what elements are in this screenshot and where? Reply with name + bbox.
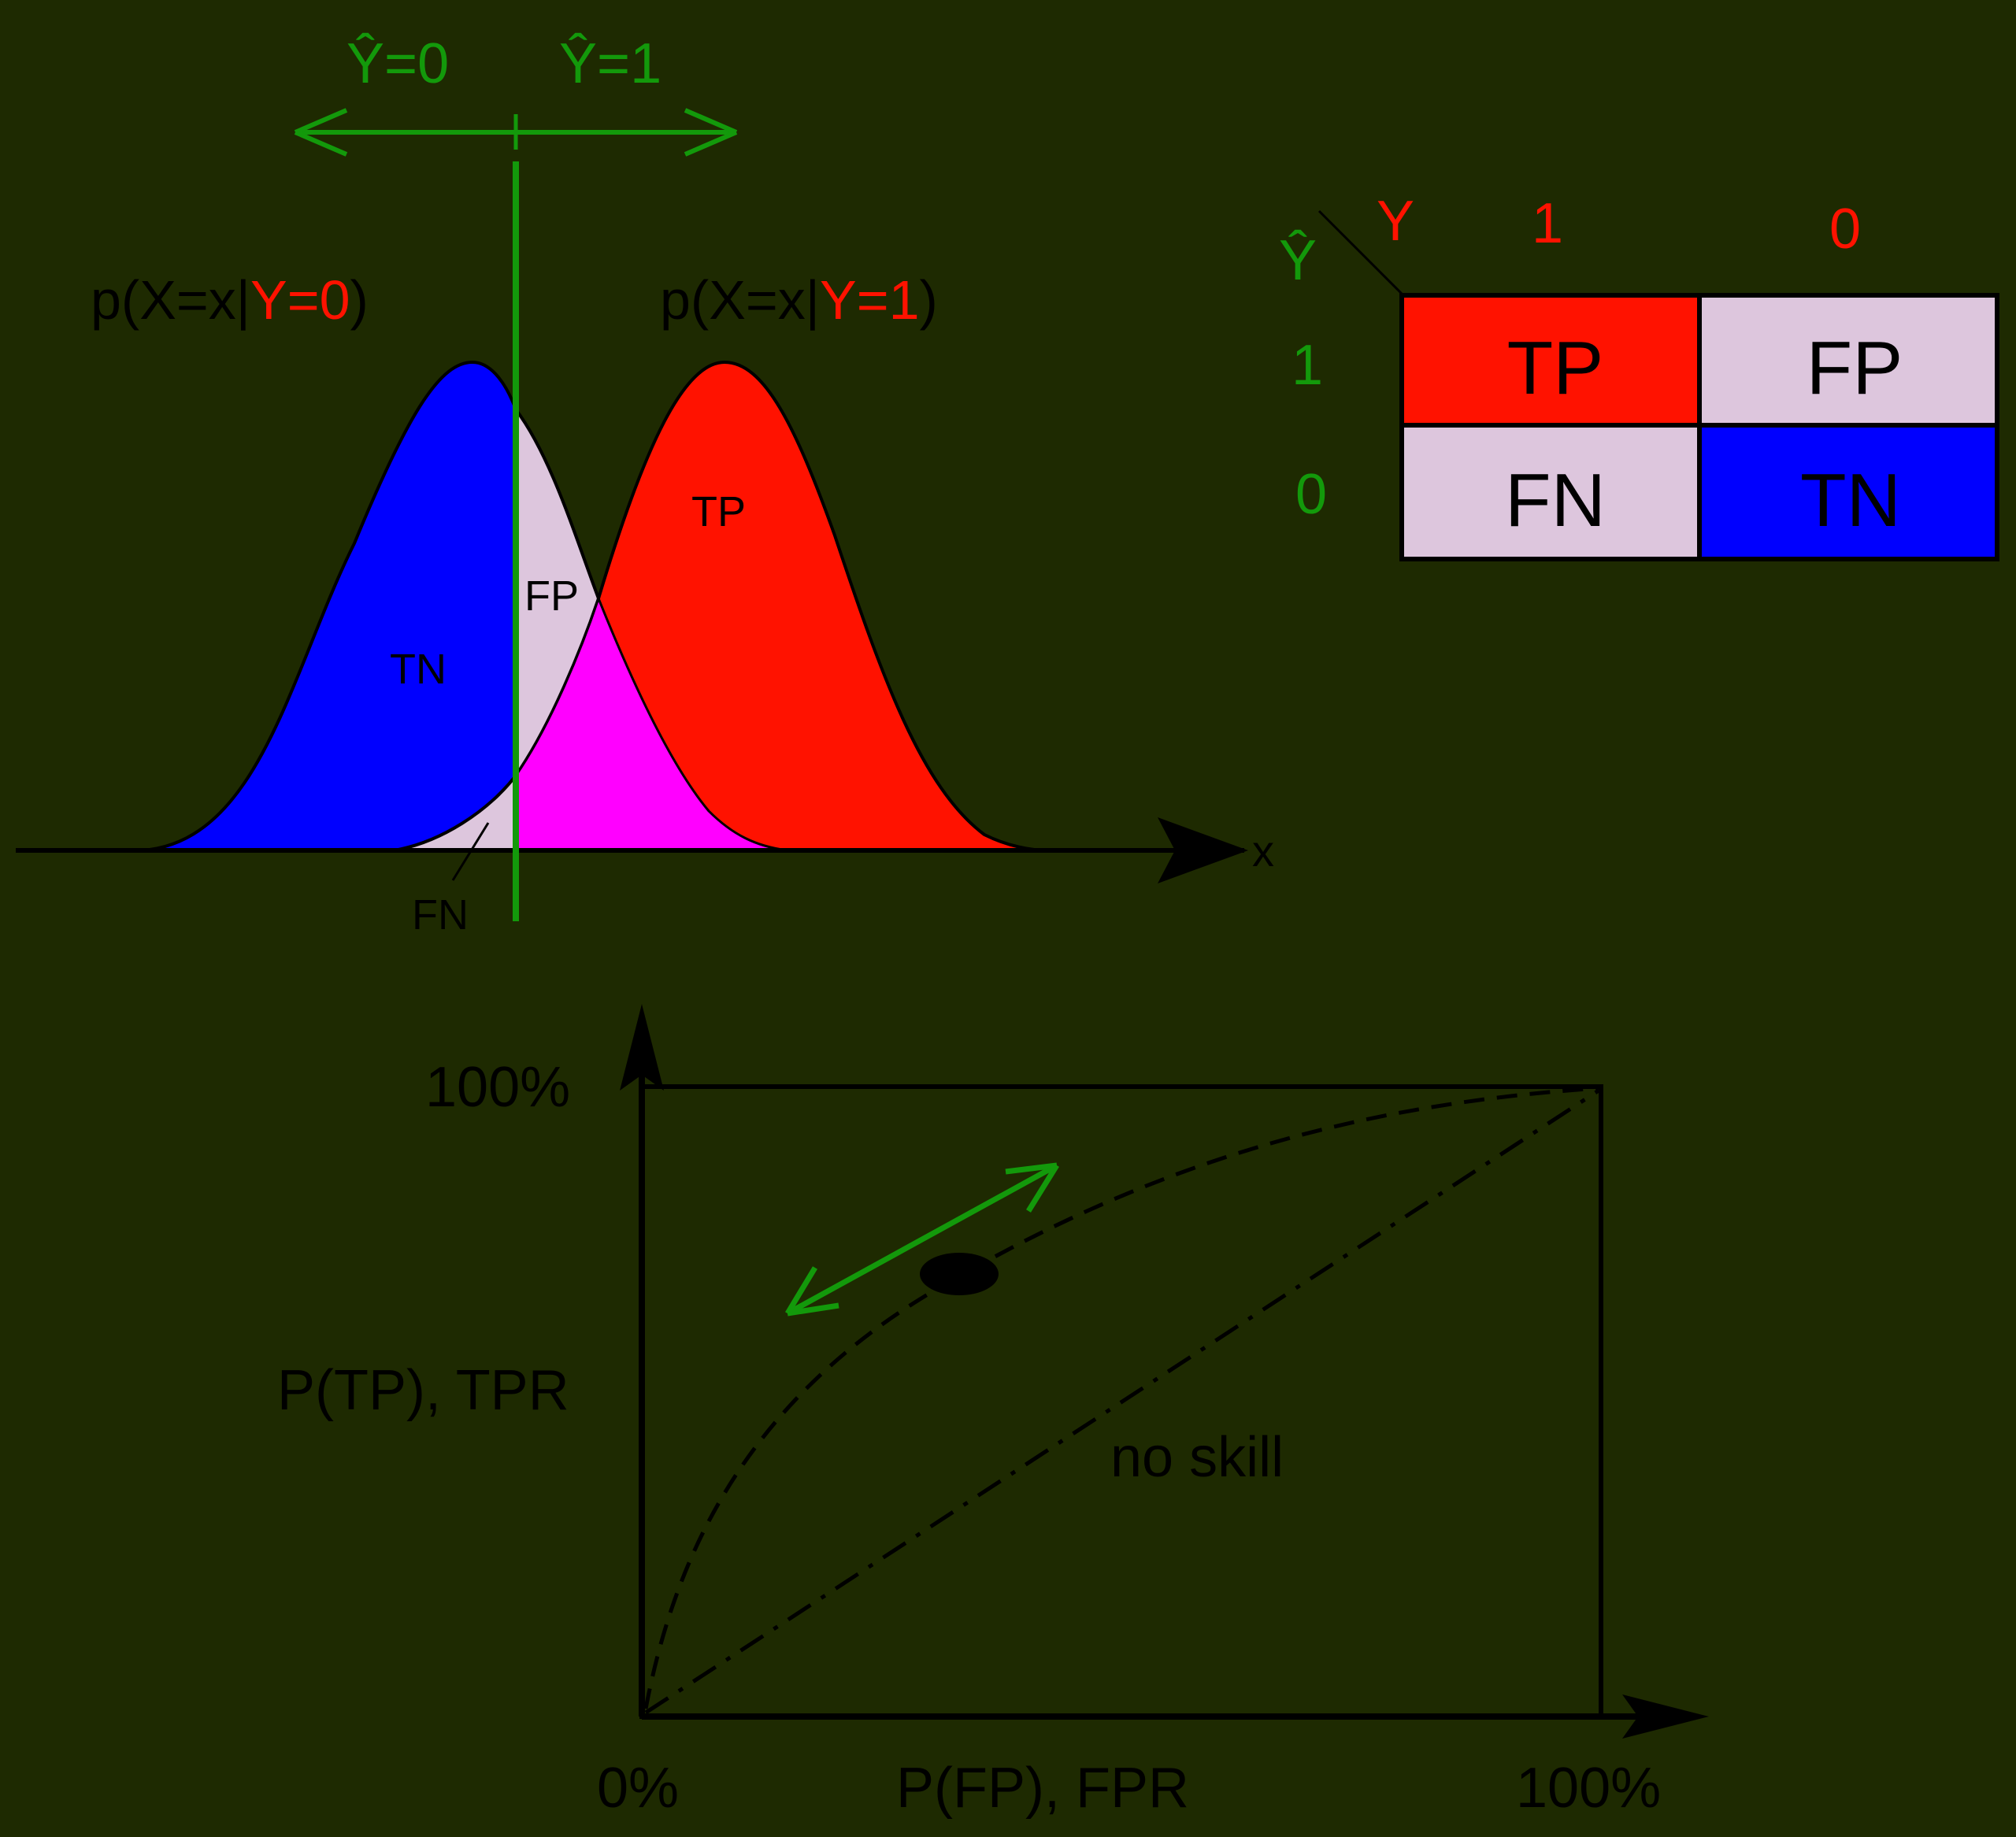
x-axis-arrowhead — [1158, 817, 1248, 883]
class1-label-suffix: ) — [920, 269, 938, 331]
threshold-arrowhead-left — [294, 108, 348, 157]
x-axis-label: x — [1252, 826, 1274, 876]
roc-plot: 100% P(TP), TPR no skill 0% P(FP), FPR 1… — [277, 1004, 1709, 1820]
tn-region-label: TN — [390, 646, 447, 693]
cell-fn-label: FN — [1505, 458, 1606, 543]
no-skill-line — [644, 1088, 1600, 1715]
actual-value-1: 1 — [1532, 192, 1563, 255]
cell-tn-label: TN — [1800, 458, 1901, 543]
threshold-arrowhead-right — [684, 108, 738, 157]
cell-tp — [1399, 293, 1702, 428]
matrix-header-diagonal — [1317, 209, 1405, 297]
class1-distribution-label: p(X=x|Y=1) — [660, 269, 938, 331]
predicted-class-header: Ŷ — [1279, 229, 1317, 292]
roc-y-axis-arrowhead — [620, 1004, 664, 1091]
fp-region-label: FP — [524, 572, 579, 620]
fn-region-label: FN — [412, 891, 469, 939]
distribution-panel: x Ŷ=0 Ŷ=1 p(X=x|Y=0) p(X=x|Y=1) TP FP TN… — [16, 32, 1274, 939]
class0-label-prefix: p(X=x| — [91, 269, 250, 331]
actual-value-0: 0 — [1829, 198, 1861, 261]
roc-y-max-label: 100% — [425, 1056, 570, 1119]
class1-label-prefix: p(X=x| — [660, 269, 820, 331]
tn-region — [141, 360, 517, 852]
tp-region-label: TP — [691, 488, 746, 535]
no-skill-label: no skill — [1110, 1426, 1284, 1489]
overlap-region — [514, 594, 788, 852]
predicted-value-0: 0 — [1295, 463, 1327, 526]
roc-x-axis-label: P(FP), FPR — [896, 1757, 1189, 1820]
operating-point — [920, 1253, 999, 1295]
predicted-negative-label: Ŷ=0 — [346, 32, 449, 95]
confusion-matrix: Y Ŷ 1 0 1 0 TP FP FN TN — [1279, 190, 1999, 561]
roc-x-min-label: 0% — [597, 1757, 679, 1820]
cell-tp-label: TP — [1507, 326, 1604, 410]
actual-class-header: Y — [1377, 190, 1414, 253]
class1-label-condition: Y=1 — [820, 269, 920, 331]
cell-tn — [1697, 423, 1999, 561]
cell-fn — [1399, 423, 1702, 561]
roc-curve — [643, 1086, 1599, 1709]
operating-point-arrowhead-up — [1005, 1162, 1059, 1213]
cell-fp — [1697, 293, 1999, 428]
roc-y-axis-label: P(TP), TPR — [277, 1359, 569, 1422]
operating-point-direction-arrow — [786, 1162, 1058, 1317]
predicted-positive-label: Ŷ=1 — [559, 32, 662, 95]
class0-label-condition: Y=0 — [250, 269, 350, 331]
cell-fp-label: FP — [1807, 326, 1903, 410]
class0-distribution-label: p(X=x|Y=0) — [91, 269, 369, 331]
class0-label-suffix: ) — [350, 269, 369, 331]
roc-x-axis-arrowhead — [1622, 1694, 1709, 1739]
predicted-value-1: 1 — [1292, 334, 1323, 397]
roc-x-max-label: 100% — [1516, 1757, 1661, 1820]
operating-point-arrowhead-down — [785, 1266, 839, 1317]
fn-leader-line — [451, 822, 490, 881]
